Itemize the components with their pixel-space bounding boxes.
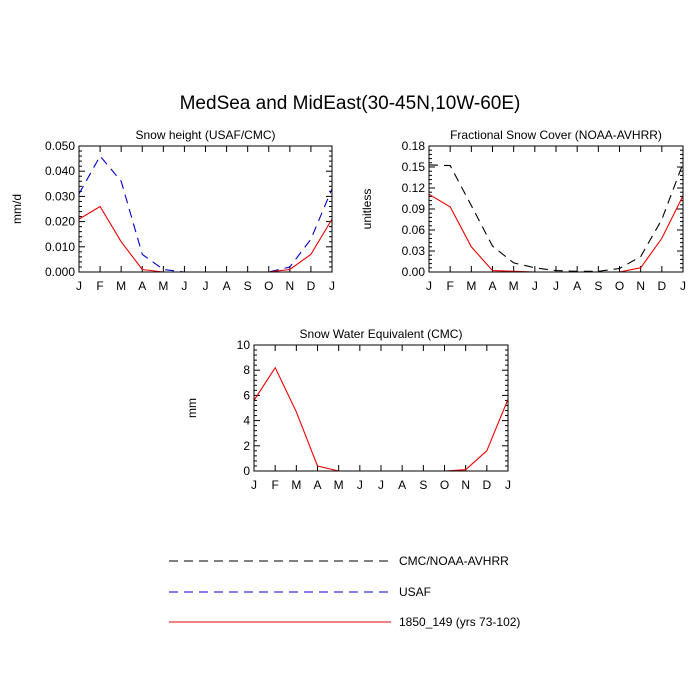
panel-title: Fractional Snow Cover (NOAA-AVHRR): [450, 128, 662, 142]
x-tick-label: J: [357, 478, 363, 492]
y-axis-label: mm: [185, 398, 199, 418]
x-tick-label: O: [264, 279, 273, 293]
x-tick-label: S: [244, 279, 252, 293]
y-tick-label: 10: [237, 338, 251, 352]
x-tick-label: M: [116, 279, 126, 293]
plot-frame: [428, 145, 684, 273]
plot-frame: [78, 145, 333, 273]
x-tick-label: J: [251, 478, 257, 492]
x-tick-label: J: [505, 478, 511, 492]
y-tick-label: 0.00: [402, 265, 426, 279]
x-tick-label: M: [466, 279, 476, 293]
panel-title: Snow height (USAF/CMC): [135, 128, 275, 142]
y-tick-label: 0.020: [45, 215, 75, 229]
y-tick-label: 0.030: [45, 189, 75, 203]
x-tick-label: A: [223, 279, 231, 293]
y-tick-label: 0.18: [402, 139, 426, 153]
x-tick-label: F: [96, 279, 103, 293]
x-tick-label: J: [378, 478, 384, 492]
y-tick-label: 0.06: [402, 223, 426, 237]
x-tick-label: S: [594, 279, 602, 293]
x-tick-label: A: [573, 279, 581, 293]
x-tick-label: M: [291, 478, 301, 492]
x-tick-label: J: [329, 279, 335, 293]
x-tick-label: O: [615, 279, 624, 293]
series-line: [253, 366, 509, 472]
panel-title: Snow Water Equivalent (CMC): [300, 327, 463, 341]
x-tick-label: J: [203, 279, 209, 293]
x-tick-label: D: [657, 279, 666, 293]
x-tick-label: M: [158, 279, 168, 293]
legend-label: 1850_149 (yrs 73-102): [399, 615, 520, 629]
x-tick-label: O: [440, 478, 449, 492]
x-tick-label: F: [271, 478, 278, 492]
legend-label: CMC/NOAA-AVHRR: [399, 554, 509, 568]
series-line: [428, 193, 684, 273]
x-tick-label: A: [138, 279, 146, 293]
x-tick-label: A: [488, 279, 496, 293]
x-tick-label: D: [307, 279, 316, 293]
figure-title: MedSea and MidEast(30-45N,10W-60E): [179, 93, 521, 114]
panel-snow-height: Snow height (USAF/CMC) mm/d 0.000 0.010 0.02…: [10, 128, 335, 293]
y-tick-label: 0.09: [402, 202, 426, 216]
x-tick-label: A: [398, 478, 406, 492]
y-tick-label: 0.12: [402, 181, 426, 195]
x-tick-label: D: [482, 478, 491, 492]
y-tick-label: 0.040: [45, 164, 75, 178]
x-tick-label: S: [419, 478, 427, 492]
x-tick-label: M: [334, 478, 344, 492]
y-tick-label: 0.15: [402, 160, 426, 174]
y-tick-label: 8: [243, 363, 250, 377]
y-tick-label: 0.010: [45, 240, 75, 254]
x-tick-label: J: [553, 279, 559, 293]
y-axis-label: unitless: [360, 189, 374, 230]
x-tick-label: J: [680, 279, 686, 293]
series-line: [78, 155, 333, 273]
legend: CMC/NOAA-AVHRR USAF 1850_149 (yrs 73-102): [169, 554, 520, 629]
y-axis-label: mm/d: [10, 194, 24, 224]
x-tick-label: N: [285, 279, 294, 293]
plot-frame: [253, 344, 509, 472]
y-tick-label: 0.050: [45, 139, 75, 153]
y-tick-label: 0.000: [45, 265, 75, 279]
x-tick-label: A: [313, 478, 321, 492]
panel-fractional-snow-cover: Fractional Snow Cover (NOAA-AVHRR) unitle…: [360, 128, 686, 293]
x-tick-label: J: [426, 279, 432, 293]
y-tick-label: 6: [243, 388, 250, 402]
x-tick-label: F: [446, 279, 453, 293]
y-tick-label: 4: [243, 414, 250, 428]
legend-label: USAF: [399, 585, 431, 599]
series-line: [428, 163, 684, 272]
x-tick-label: J: [76, 279, 82, 293]
x-tick-label: J: [181, 279, 187, 293]
x-tick-label: M: [509, 279, 519, 293]
series-line: [78, 205, 333, 273]
x-tick-label: J: [532, 279, 538, 293]
x-tick-label: N: [461, 478, 470, 492]
y-tick-label: 2: [243, 439, 250, 453]
y-tick-label: 0: [243, 464, 250, 478]
y-tick-label: 0.03: [402, 244, 426, 258]
x-tick-label: N: [636, 279, 645, 293]
